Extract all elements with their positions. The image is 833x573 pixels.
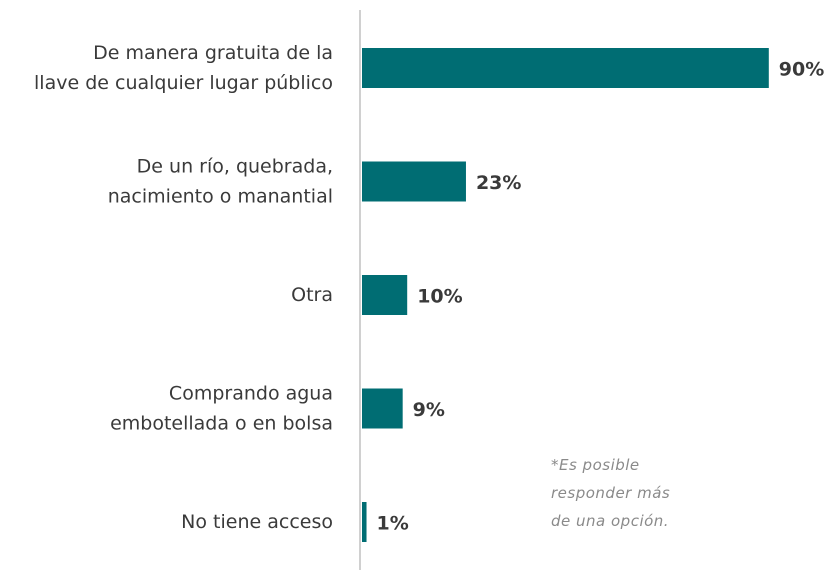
value-label: 23%	[476, 172, 521, 194]
value-label: 10%	[417, 286, 462, 308]
value-label: 9%	[413, 399, 445, 421]
value-label: 1%	[377, 513, 409, 535]
bar	[362, 275, 408, 315]
category-label: No tiene acceso	[181, 511, 333, 533]
bar	[362, 161, 466, 202]
footnote: *Es posible responder más de una opción.	[551, 456, 670, 530]
bar	[362, 48, 769, 88]
category-label: Comprando agua embotellada o en bolsa	[110, 382, 333, 434]
bar	[362, 388, 403, 429]
value-label: 90%	[779, 59, 824, 81]
category-label: De un río, quebrada, nacimiento o mananti…	[108, 155, 333, 207]
bar	[362, 502, 367, 542]
category-label: Otra	[291, 284, 333, 306]
category-label: De manera gratuita de la llave de cualqui…	[34, 42, 333, 94]
